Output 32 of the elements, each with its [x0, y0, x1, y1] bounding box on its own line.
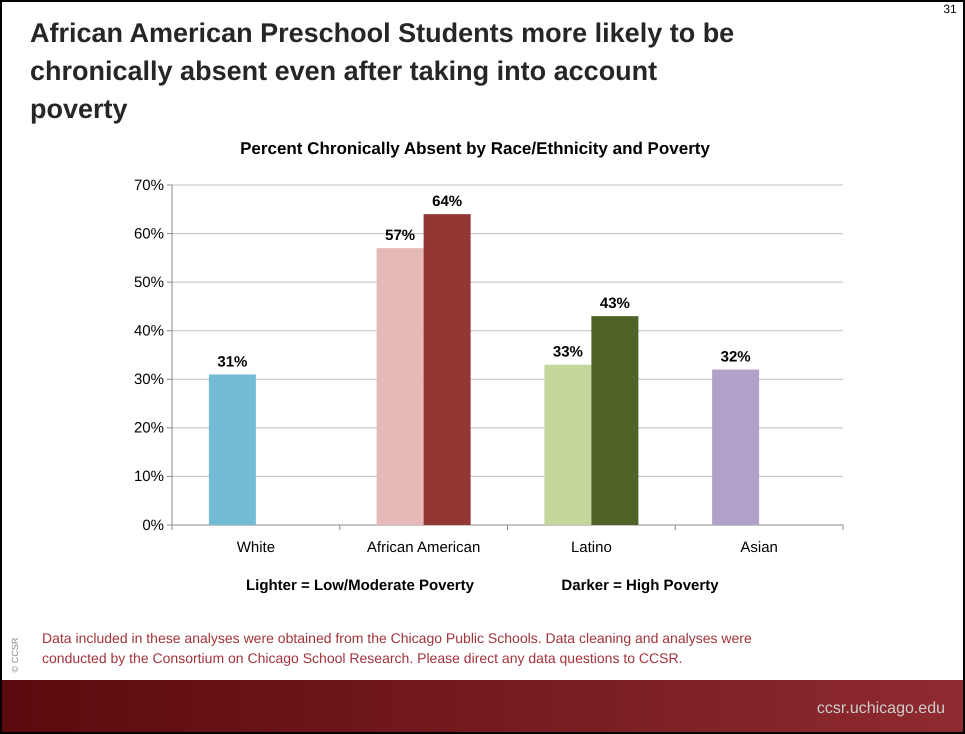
y-tick-label: 70%: [134, 176, 164, 194]
text: Data included in these analyses were obtained from the Chicago Public Schools. Data cleaning and analyses were conducted by the Consortium on Chicago School Research. Please direct any data questions to CCSR.: [42, 630, 752, 666]
x-tick-label: Latino: [570, 539, 612, 556]
data-label: 57%: [385, 227, 416, 244]
data-label: 32%: [720, 348, 751, 366]
y-tick-label: 50%: [134, 274, 164, 291]
y-tick-label: 40%: [134, 322, 164, 340]
bar: [424, 214, 471, 525]
y-tick-label: 20%: [134, 420, 164, 437]
data-label: 31%: [217, 353, 248, 370]
x-tick-label: Asian: [740, 539, 778, 556]
text: 31: [943, 2, 957, 16]
bar: [591, 316, 638, 525]
bar: [544, 364, 592, 525]
data-label: 33%: [552, 344, 583, 361]
text: Darker = High Poverty: [561, 577, 720, 594]
chart-title: African American Preschool Students more likely to be chronically absent even after taking into account poverty: [30, 18, 734, 124]
bar: [376, 248, 424, 525]
text: Lighter = Low/Moderate Poverty: [246, 577, 475, 594]
text: ccsr.uchicago.edu: [816, 700, 945, 717]
y-tick-label: 60%: [134, 225, 164, 242]
y-tick-label: 30%: [134, 371, 164, 388]
bar: [208, 374, 256, 525]
y-tick-label: 0%: [142, 516, 164, 534]
chart-subtitle: Percent Chronically Absent by Race/Ethnicity and Poverty: [240, 139, 710, 158]
x-tick-label: African American: [366, 539, 480, 556]
data-label: 43%: [600, 295, 630, 312]
y-tick-label: 10%: [134, 468, 164, 486]
x-tick-label: White: [236, 539, 276, 556]
bar: [712, 370, 760, 525]
text: © CCSR: [10, 637, 20, 672]
data-label: 64%: [432, 193, 462, 210]
